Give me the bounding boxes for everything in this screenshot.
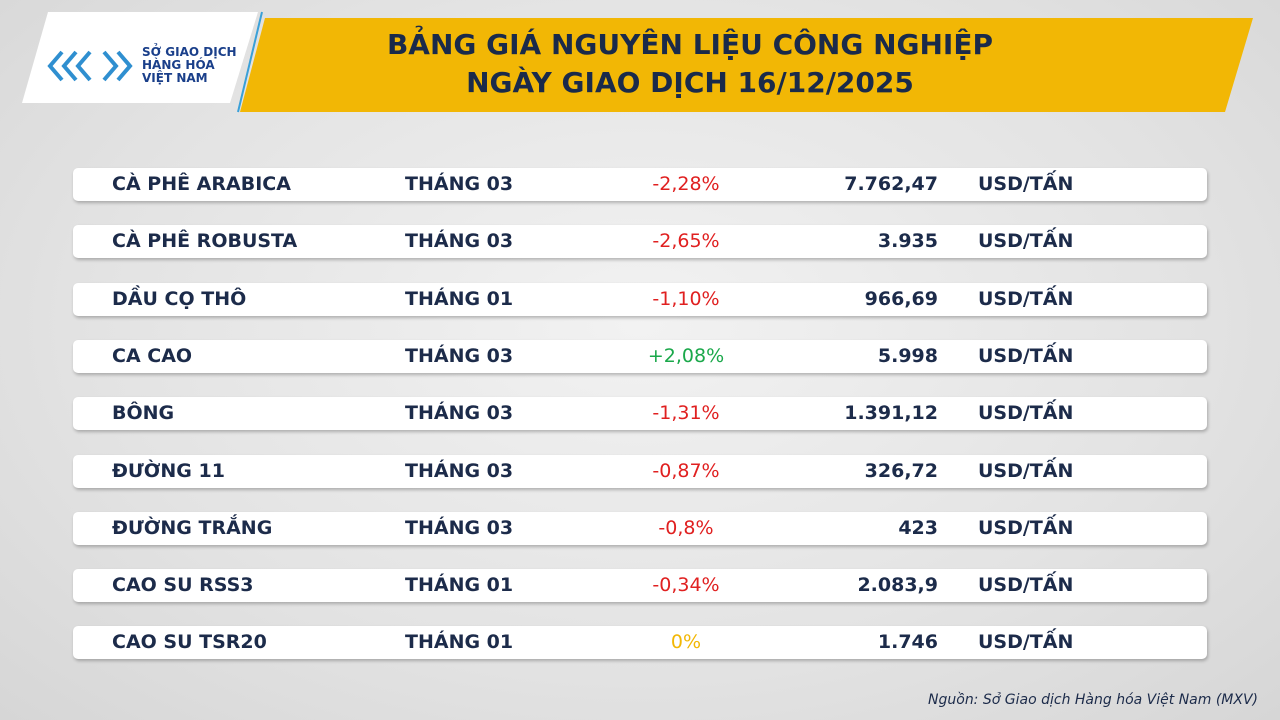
logo-box — [22, 12, 258, 103]
logo-text: HÀNG HÓA — [142, 58, 215, 72]
commodity: CÀ PHÊ ARABICA — [112, 173, 291, 195]
header-band — [22, 11, 1253, 113]
unit: USD/TẤN — [978, 574, 1074, 597]
change: -0,87% — [652, 459, 720, 482]
price: 3.935 — [877, 230, 938, 253]
change: -1,10% — [652, 287, 720, 310]
price: 5.998 — [877, 344, 938, 367]
change: 0% — [670, 631, 702, 654]
title: BẢNG GIÁ NGUYÊN LIỆU CÔNG NGHIỆP — [386, 28, 994, 61]
title: NGÀY GIAO DỊCH 16/12/2025 — [466, 66, 914, 99]
change: -2,28% — [652, 173, 720, 195]
title-band — [240, 18, 1253, 112]
contract-month: THÁNG 01 — [405, 631, 514, 654]
table-row: CAO SU TSR20 THÁNG 01 0% 1.746 USD/TẤN — [73, 626, 1207, 660]
table-row: ĐƯỜNG TRẮNG THÁNG 03 -0,8% 423 USD/TẤN — [73, 511, 1207, 545]
commodity: CA CAO — [112, 344, 193, 367]
change: -0,34% — [652, 574, 720, 597]
unit: USD/TẤN — [978, 344, 1074, 367]
contract-month: THÁNG 03 — [405, 516, 514, 539]
unit: USD/TẤN — [978, 287, 1074, 310]
source: Nguồn: Sở Giao dịch Hàng hóa Việt Nam (M… — [928, 692, 1258, 708]
contract-month: THÁNG 01 — [405, 287, 514, 310]
commodity: ĐƯỜNG 11 — [112, 459, 225, 482]
price: 966,69 — [864, 287, 938, 310]
commodity: BÔNG — [112, 402, 175, 425]
unit: USD/TẤN — [978, 173, 1074, 195]
table-row: CÀ PHÊ ROBUSTA THÁNG 03 -2,65% 3.935 USD/TẤN — [73, 225, 1207, 259]
table-row: DẦU CỌ THÔ THÁNG 01 -1,10% 966,69 USD/TẤN — [73, 282, 1207, 316]
commodity: CÀ PHÊ ROBUSTA — [112, 230, 298, 253]
price: 1.746 — [877, 631, 938, 654]
price: 7.762,47 — [844, 173, 938, 195]
price: 1.391,12 — [844, 402, 938, 425]
logo-text: VIỆT NAM — [142, 71, 208, 85]
table-row: BÔNG THÁNG 03 -1,31% 1.391,12 USD/TẤN — [73, 397, 1207, 431]
price: 2.083,9 — [857, 574, 938, 597]
change: -0,8% — [658, 516, 714, 539]
contract-month: THÁNG 01 — [405, 574, 514, 597]
change: -2,65% — [652, 230, 720, 253]
logo-text: SỞ GIAO DỊCH — [142, 45, 237, 59]
contract-month: THÁNG 03 — [405, 402, 514, 425]
logo-icon — [47, 50, 133, 82]
commodity: CAO SU TSR20 — [112, 631, 267, 654]
change: -1,31% — [652, 402, 720, 425]
table-row: CAO SU RSS3 THÁNG 01 -0,34% 2.083,9 USD/TẤN — [73, 569, 1207, 603]
table-row: CA CAO THÁNG 03 +2,08% 5.998 USD/TẤN — [73, 339, 1207, 373]
unit: USD/TẤN — [978, 402, 1074, 425]
logo-accent — [237, 11, 263, 113]
unit: USD/TẤN — [978, 516, 1074, 539]
contract-month: THÁNG 03 — [405, 459, 514, 482]
unit: USD/TẤN — [978, 631, 1074, 654]
price: 326,72 — [864, 459, 938, 482]
contract-month: THÁNG 03 — [405, 230, 514, 253]
contract-month: THÁNG 03 — [405, 173, 514, 195]
commodity: ĐƯỜNG TRẮNG — [112, 516, 273, 539]
unit: USD/TẤN — [978, 459, 1074, 482]
table-row: ĐƯỜNG 11 THÁNG 03 -0,87% 326,72 USD/TẤN — [73, 454, 1207, 488]
unit: USD/TẤN — [978, 230, 1074, 253]
commodity: DẦU CỌ THÔ — [112, 287, 247, 310]
contract-month: THÁNG 03 — [405, 344, 514, 367]
table-row: CÀ PHÊ ARABICA THÁNG 03 -2,28% 7.762,47 USD/… — [73, 168, 1207, 201]
commodity: CAO SU RSS3 — [112, 574, 254, 597]
change: +2,08% — [647, 344, 725, 367]
price: 423 — [898, 516, 938, 539]
